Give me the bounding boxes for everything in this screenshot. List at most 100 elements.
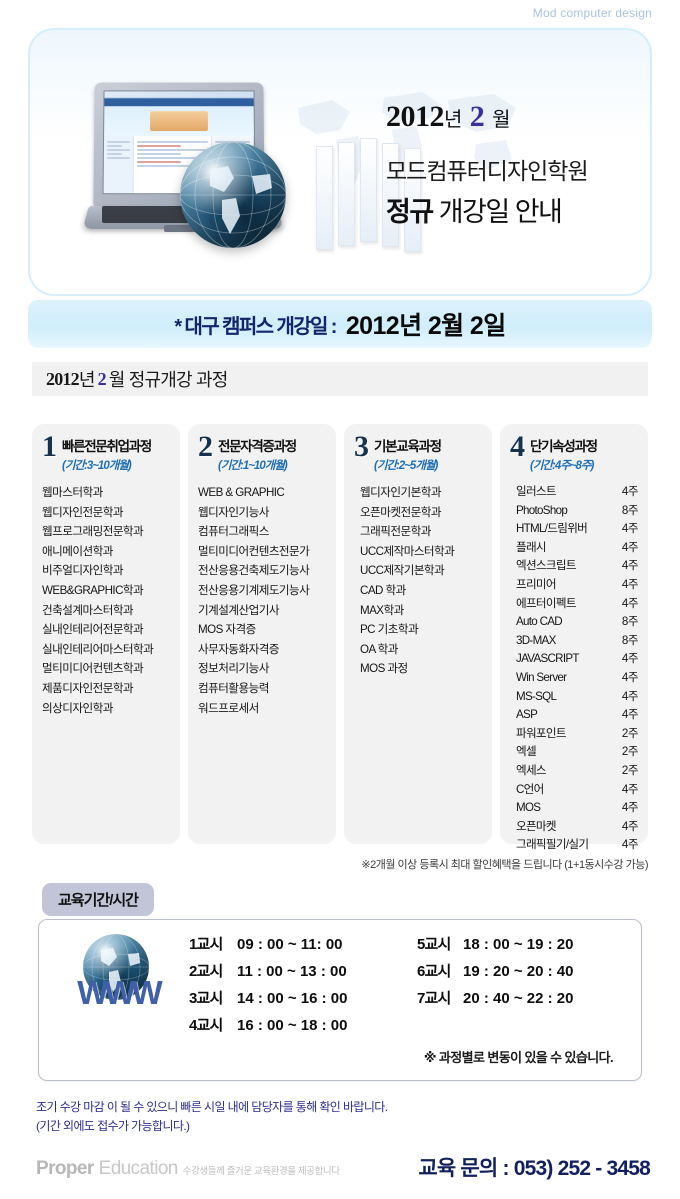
list-item: 파워포인트 2주 bbox=[516, 725, 640, 744]
list-item: 건축설계마스터학과 bbox=[42, 603, 134, 617]
course-weeks: 4주 bbox=[621, 522, 639, 536]
list-item: C언어 4주 bbox=[516, 781, 640, 800]
course-weeks: 4주 bbox=[621, 838, 639, 852]
period-cell-left: 2교시 11 : 00 ~ 13 : 00 bbox=[189, 960, 417, 981]
hero-month: 2 bbox=[469, 100, 485, 133]
footer-logo-light: Education bbox=[98, 1158, 179, 1179]
course-weeks: 8주 bbox=[621, 503, 639, 517]
list-item: Win Server 4주 bbox=[516, 669, 640, 688]
course-weeks: 4주 bbox=[621, 540, 639, 554]
course-name: Win Server bbox=[516, 670, 567, 684]
list-item: 실내인테리어마스터학과 bbox=[42, 642, 154, 656]
hero-subtitle-rest: 개강일 안내 bbox=[432, 197, 563, 227]
period-number: 2교시 bbox=[189, 963, 223, 980]
section-year: 2012 bbox=[46, 368, 80, 389]
period-number: 4교시 bbox=[189, 1017, 223, 1034]
period-cell-left: 4교시 16 : 00 ~ 18 : 00 bbox=[189, 1014, 417, 1035]
footer-note-2: (기간 외에도 접수가 가능합니다.) bbox=[36, 1119, 190, 1133]
list-item: 엑션스크립트 4주 bbox=[516, 557, 640, 576]
list-item: 엑셀 2주 bbox=[516, 743, 640, 762]
list-item: MOS 자격증 bbox=[198, 623, 256, 637]
hero-banner: 2012년 2 월 모드컴퓨터디자인학원 정규 개강일 안내 bbox=[28, 28, 652, 296]
course-name: ASP bbox=[516, 708, 538, 722]
list-item: MOS 4주 bbox=[516, 799, 640, 818]
paper-stack-graphic bbox=[316, 138, 442, 252]
course-weeks: 4주 bbox=[621, 689, 639, 703]
list-item: 오픈마켓 4주 bbox=[516, 818, 640, 837]
period-time: 09 : 00 ~ 11: 00 bbox=[237, 936, 343, 953]
list-item: 엑세스 2주 bbox=[516, 762, 640, 781]
course-card-1-header: 1 빠른전문취업과정 (기간:3~10개월) bbox=[42, 432, 172, 474]
table-row: 3교시 14 : 00 ~ 16 : 00 7교시 20 : 40 ~ 22 : 2… bbox=[189, 987, 574, 1014]
period-cell-left: 3교시 14 : 00 ~ 16 : 00 bbox=[189, 987, 417, 1008]
education-period-badge: 교육기간/시간 bbox=[42, 883, 154, 916]
section-rest: 정규개강 과정 bbox=[128, 370, 229, 390]
www-text: WWW bbox=[77, 974, 162, 1011]
course-weeks: 4주 bbox=[621, 559, 639, 573]
contact-phone[interactable]: 교육 문의 : 053) 252 - 3458 bbox=[418, 1157, 650, 1180]
list-item: 프리미어 4주 bbox=[516, 576, 640, 595]
course-name: 일러스트 bbox=[516, 485, 557, 498]
course-name: 파워포인트 bbox=[516, 726, 567, 740]
list-item: 컴퓨터그래픽스 bbox=[198, 525, 269, 539]
list-item: WEB&GRAPHIC학과 bbox=[42, 583, 144, 597]
list-item: MS-SQL 4주 bbox=[516, 688, 640, 707]
course-duration-4: (기간:4주~8주) bbox=[530, 460, 594, 472]
course-card-3[interactable]: 3 기본교육과정 (기간:2~5개월) 웹디자인기본학과 오픈마켓전문학과 그래… bbox=[344, 424, 492, 844]
campus-open-date-label: * 대구 캠퍼스 개강일 : bbox=[174, 315, 337, 338]
list-item: OA 학과 bbox=[360, 642, 398, 656]
section-month: 2 bbox=[97, 368, 107, 389]
course-name: C언어 bbox=[516, 782, 544, 796]
course-title-2: 전문자격증과정 bbox=[218, 439, 297, 454]
course-card-2[interactable]: 2 전문자격증과정 (기간:1~10개월) WEB & GRAPHIC 웹디자인… bbox=[188, 424, 336, 844]
period-cell-left: 1교시 09 : 00 ~ 11: 00 bbox=[189, 933, 417, 954]
course-name: 그래픽필기/실기 bbox=[516, 838, 589, 852]
course-name: PhotoShop bbox=[516, 503, 568, 517]
period-cell-right: 6교시 19 : 20 ~ 20 : 40 bbox=[417, 960, 574, 981]
list-item: 웹디자인기본학과 bbox=[360, 486, 441, 499]
list-item: HTML/드림위버 4주 bbox=[516, 520, 640, 539]
list-item: 그래픽필기/실기 4주 bbox=[516, 836, 640, 855]
list-item: 에프터이펙트 4주 bbox=[516, 595, 640, 614]
period-time: 18 : 00 ~ 19 : 20 bbox=[463, 936, 574, 953]
course-weeks: 2주 bbox=[621, 726, 639, 740]
course-number-3: 3 bbox=[354, 430, 369, 463]
list-item: WEB & GRAPHIC bbox=[198, 486, 285, 499]
course-weeks: 4주 bbox=[621, 485, 639, 498]
list-item: 그래픽전문학과 bbox=[360, 525, 431, 539]
list-item: Auto CAD 8주 bbox=[516, 613, 640, 632]
list-item: PC 기초학과 bbox=[360, 623, 419, 637]
course-name: 엑션스크립트 bbox=[516, 559, 577, 573]
footer-note-1: 조기 수강 마감 이 될 수 있으니 빠른 시일 내에 담당자를 통해 확인 바… bbox=[36, 1100, 388, 1114]
course-weeks: 4주 bbox=[621, 670, 639, 684]
period-time: 14 : 00 ~ 16 : 00 bbox=[237, 990, 348, 1007]
course-list-3: 웹디자인기본학과 오픈마켓전문학과 그래픽전문학과 UCC제작마스터학과 UCC… bbox=[354, 483, 484, 679]
section-year-unit: 년 bbox=[78, 370, 96, 390]
list-item: 정보처리기능사 bbox=[198, 662, 269, 676]
list-item: 전산응용기계제도기능사 bbox=[198, 583, 310, 597]
table-row: 4교시 16 : 00 ~ 18 : 00 bbox=[189, 1014, 574, 1041]
footer-notes: 조기 수강 마감 이 될 수 있으니 빠른 시일 내에 담당자를 통해 확인 바… bbox=[36, 1098, 388, 1136]
list-item: UCC제작마스터학과 bbox=[360, 544, 455, 558]
course-title-3: 기본교육과정 bbox=[374, 439, 442, 454]
hero-academy-name: 모드컴퓨터디자인학원 bbox=[386, 158, 589, 184]
schedule-note: ※ 과정별로 변동이 있을 수 있습니다. bbox=[423, 1050, 614, 1065]
period-number: 3교시 bbox=[189, 990, 223, 1007]
section-header: 2012 년 2 월 정규개강 과정 bbox=[32, 362, 648, 396]
course-weeks: 8주 bbox=[621, 615, 639, 629]
course-name: 플래시 bbox=[516, 540, 547, 554]
course-card-1[interactable]: 1 빠른전문취업과정 (기간:3~10개월) 웹마스터학과 웹디자인전문학과 웹… bbox=[32, 424, 180, 844]
course-weeks: 4주 bbox=[621, 577, 639, 591]
period-time: 16 : 00 ~ 18 : 00 bbox=[237, 1017, 348, 1034]
course-list-2: WEB & GRAPHIC 웹디자인기능사 컴퓨터그래픽스 멀티미디어컨텐츠전문… bbox=[198, 483, 328, 718]
table-row: 1교시 09 : 00 ~ 11: 00 5교시 18 : 00 ~ 19 : 20 bbox=[189, 933, 574, 960]
list-item: 멀티미디어컨텐츠전문가 bbox=[198, 544, 310, 558]
course-card-4[interactable]: 4 단기속성과정 (기간:4주~8주) 일러스트 4주 PhotoShop 8주 H… bbox=[500, 424, 648, 851]
period-time: 20 : 40 ~ 22 : 20 bbox=[463, 990, 574, 1007]
course-weeks: 4주 bbox=[621, 819, 639, 833]
course-name: 엑셀 bbox=[516, 745, 537, 759]
campus-open-date-bar: * 대구 캠퍼스 개강일 : 2012년 2월 2일 bbox=[28, 300, 652, 348]
list-item: 실내인테리어전문학과 bbox=[42, 623, 144, 637]
course-weeks: 2주 bbox=[621, 745, 639, 759]
